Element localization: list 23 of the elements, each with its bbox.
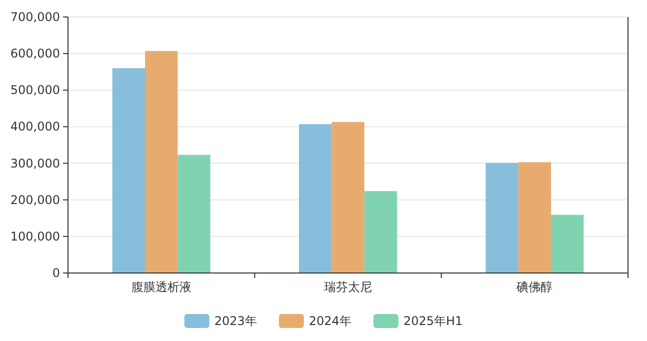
- legend-label: 2023年: [214, 314, 257, 328]
- bar: [486, 162, 518, 273]
- legend-label: 2024年: [308, 314, 352, 328]
- bar: [112, 68, 145, 273]
- bar: [145, 51, 178, 273]
- y-tick-label: 0: [52, 266, 60, 280]
- x-tick-label: 腹膜透析液: [131, 280, 192, 294]
- bar: [518, 162, 551, 273]
- x-tick-label: 瑞芬太尼: [324, 280, 372, 294]
- y-tick-label: 200,000: [10, 192, 60, 207]
- x-tick-label: 碘佛醇: [516, 280, 553, 294]
- y-tick-label: 500,000: [10, 83, 60, 98]
- y-tick-label: 400,000: [10, 120, 60, 134]
- y-tick-label: 300,000: [10, 156, 60, 170]
- bar: [364, 191, 397, 273]
- bar: [332, 122, 364, 273]
- bar: [299, 124, 332, 273]
- bar: [551, 214, 584, 273]
- y-tick-label: 700,000: [10, 10, 60, 24]
- y-tick-label: 100,000: [10, 229, 60, 244]
- y-tick-label: 600,000: [10, 46, 60, 61]
- legend-label: 2025年H1: [403, 314, 463, 328]
- bar: [178, 154, 210, 273]
